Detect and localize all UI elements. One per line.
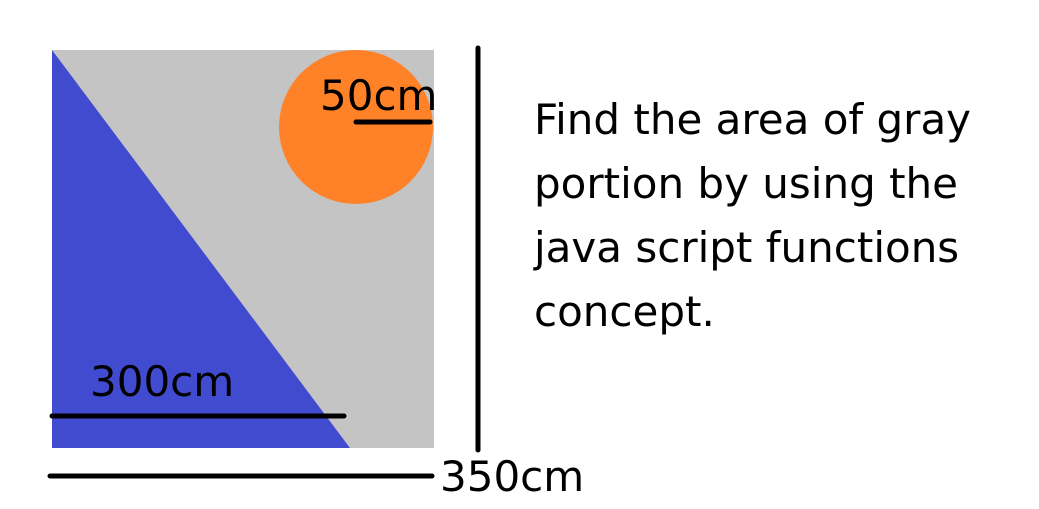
triangle-base-label: 300cm (90, 357, 234, 406)
square-side-label: 350cm (440, 452, 584, 501)
problem-line: java script functions (534, 223, 960, 272)
orange-circle (279, 50, 433, 204)
circle-radius-label: 50cm (320, 71, 437, 120)
problem-line: portion by using the (534, 159, 959, 208)
problem-line: Find the area of gray (534, 95, 972, 144)
problem-line: concept. (534, 287, 715, 336)
problem-statement: Find the area of gray portion by using t… (534, 88, 1014, 344)
blue-triangle (52, 50, 350, 448)
